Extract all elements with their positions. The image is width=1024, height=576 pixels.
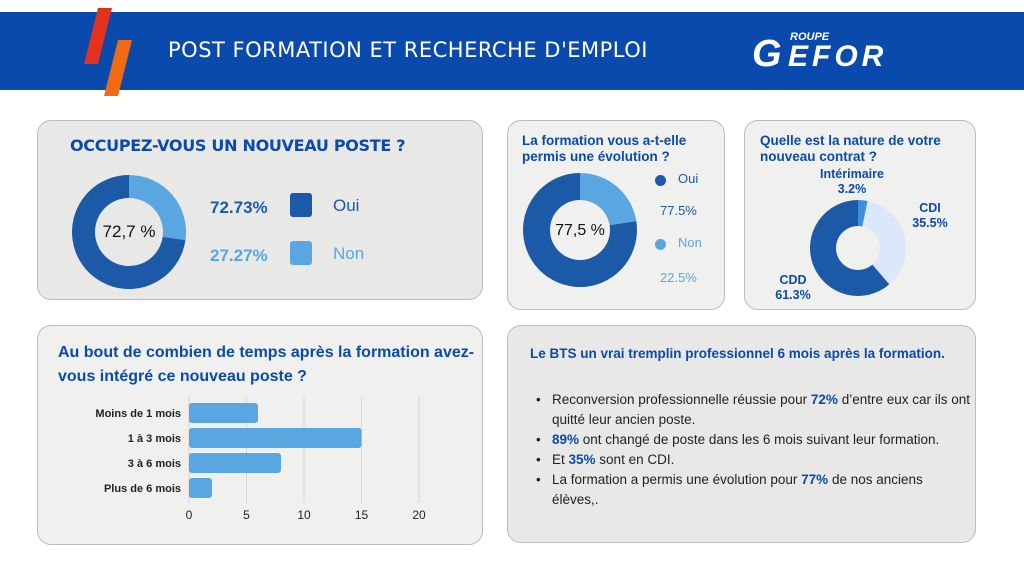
page-title: POST FORMATION ET RECHERCHE D'EMPLOI bbox=[168, 38, 648, 62]
summary-bullet-4: La formation a permis une évolution pour… bbox=[532, 470, 972, 510]
q2-non-pct: 22.5% bbox=[660, 270, 697, 285]
summary-bullet-3: Et 35% sont en CDI. bbox=[532, 450, 972, 470]
q2-oui-pct: 77.5% bbox=[660, 203, 697, 218]
q2-oui-label: Oui bbox=[678, 171, 699, 186]
q1-non-label: Non bbox=[333, 244, 365, 263]
q1-center-label: 72,7 % bbox=[103, 222, 156, 241]
q3-cdd-label: CDD 61.3% bbox=[775, 273, 811, 302]
summary-bullet-2: 89% ont changé de poste dans les 6 mois … bbox=[532, 430, 972, 450]
q2-non-label: Non bbox=[678, 235, 702, 250]
category-label: Moins de 1 mois bbox=[95, 408, 181, 420]
q4-title: Au bout de combien de temps après la for… bbox=[58, 344, 475, 385]
q1-non-legend-swatch bbox=[290, 241, 312, 265]
bar-3 bbox=[189, 478, 212, 498]
summary-list: Reconversion professionnelle réussie pou… bbox=[532, 390, 972, 510]
q3-cdi-label: CDI 35.5% bbox=[912, 201, 948, 230]
gefor-logo-icon: ROUPE G EFOR bbox=[752, 31, 887, 74]
q2-slice-non bbox=[580, 173, 637, 226]
q2-donut-chart: 77,5 % bbox=[523, 173, 637, 287]
q2-non-swatch bbox=[655, 239, 666, 250]
q3-title: Quelle est la nature de votre nouveau co… bbox=[760, 133, 941, 164]
category-label: Plus de 6 mois bbox=[104, 483, 181, 495]
q1-non-pct: 27.27% bbox=[210, 246, 268, 265]
q3-slice-int-rimaire bbox=[858, 200, 868, 227]
svg-text:EFOR: EFOR bbox=[788, 40, 887, 73]
q3-donut-chart bbox=[810, 200, 906, 296]
q1-oui-legend-swatch bbox=[290, 193, 312, 217]
q1-oui-pct: 72.73% bbox=[210, 198, 268, 217]
q2-center-label: 77,5 % bbox=[555, 222, 605, 239]
summary-title: Le BTS un vrai tremplin professionnel 6 … bbox=[530, 346, 945, 361]
svg-text:G: G bbox=[752, 33, 782, 74]
q4-bar-chart: 0 5 10 15 20 Moins de 1 mois 1 à 3 mois 3 à 6 m… bbox=[95, 397, 426, 522]
svg-text:ROUPE: ROUPE bbox=[790, 31, 830, 43]
decor-stripes-icon bbox=[84, 8, 132, 96]
q2-oui-swatch bbox=[655, 175, 666, 186]
q1-oui-label: Oui bbox=[333, 196, 360, 215]
x-tick-label: 0 bbox=[186, 508, 193, 522]
q2-slice-oui bbox=[523, 173, 637, 287]
bar-1 bbox=[189, 428, 362, 448]
q3-interimaire-label: Intérimaire 3.2% bbox=[820, 167, 884, 196]
x-tick-label: 20 bbox=[412, 508, 426, 522]
q1-donut-chart: 72,7 % bbox=[72, 175, 186, 289]
q1-slice-non bbox=[129, 175, 186, 241]
q3-slice-cdi bbox=[862, 200, 906, 285]
category-label: 1 à 3 mois bbox=[128, 433, 181, 445]
summary-bullet-1: Reconversion professionnelle réussie pou… bbox=[532, 390, 972, 430]
bar-0 bbox=[189, 403, 258, 423]
header-bar: POST FORMATION ET RECHERCHE D'EMPLOI bbox=[0, 12, 1024, 90]
bar-2 bbox=[189, 453, 281, 473]
x-tick-label: 15 bbox=[355, 508, 369, 522]
x-tick-label: 10 bbox=[297, 508, 311, 522]
q1-title: OCCUPEZ-VOUS UN NOUVEAU POSTE ? bbox=[70, 136, 406, 155]
q3-slice-cdd bbox=[810, 200, 890, 296]
q2-title: La formation vous a-t-elle permis une év… bbox=[522, 133, 687, 164]
x-tick-label: 5 bbox=[243, 508, 250, 522]
category-label: 3 à 6 mois bbox=[128, 458, 181, 470]
q1-slice-oui bbox=[72, 175, 186, 289]
